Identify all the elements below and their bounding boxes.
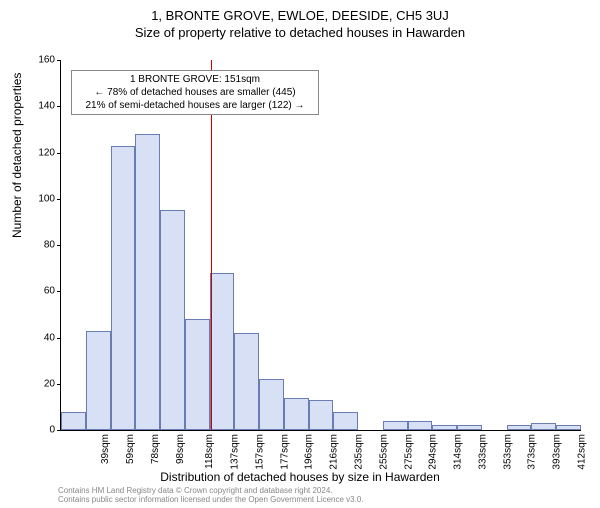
x-tick-label: 59sqm [125,434,136,464]
footer-attribution: Contains HM Land Registry data © Crown c… [58,486,364,505]
plot-region: 02040608010012014016039sqm59sqm78sqm98sq… [60,60,581,431]
histogram-bar [86,331,111,430]
histogram-bar [234,333,259,430]
histogram-bar [111,146,136,430]
histogram-bar [185,319,210,430]
histogram-bar [507,425,532,430]
x-axis-label: Distribution of detached houses by size … [0,470,600,484]
histogram-bar [333,412,358,431]
y-tick-label: 0 [25,425,55,436]
histogram-bar [259,379,284,430]
x-tick-label: 294sqm [428,434,439,470]
x-tick-label: 314sqm [453,434,464,470]
x-tick-label: 412sqm [576,434,587,470]
chart-title-main: 1, BRONTE GROVE, EWLOE, DEESIDE, CH5 3UJ [0,8,600,23]
footer-line-1: Contains HM Land Registry data © Crown c… [58,486,364,496]
histogram-bar [383,421,408,430]
reference-line [211,60,212,430]
annotation-line-1: 1 BRONTE GROVE: 151sqm [76,73,314,86]
y-tick-mark [57,430,61,431]
chart-title-sub: Size of property relative to detached ho… [0,25,600,40]
x-tick-label: 373sqm [527,434,538,470]
histogram-bar [135,134,160,430]
y-tick-mark [57,153,61,154]
y-tick-mark [57,245,61,246]
x-tick-label: 157sqm [255,434,266,470]
x-tick-label: 137sqm [230,434,241,470]
x-tick-label: 333sqm [477,434,488,470]
histogram-bar [432,425,457,430]
x-tick-label: 39sqm [100,434,111,464]
x-tick-label: 196sqm [304,434,315,470]
x-tick-label: 118sqm [204,434,215,469]
y-tick-label: 160 [25,55,55,66]
y-tick-mark [57,106,61,107]
histogram-bar [531,423,556,430]
x-tick-label: 78sqm [150,434,161,464]
y-tick-mark [57,291,61,292]
annotation-box: 1 BRONTE GROVE: 151sqm← 78% of detached … [71,70,319,115]
annotation-line-2: ← 78% of detached houses are smaller (44… [76,86,314,99]
histogram-bar [210,273,235,430]
y-tick-label: 40 [25,332,55,343]
footer-line-2: Contains public sector information licen… [58,495,364,505]
histogram-bar [284,398,309,430]
x-tick-label: 98sqm [175,434,186,464]
histogram-bar [408,421,433,430]
histogram-bar [160,210,185,430]
y-tick-mark [57,199,61,200]
y-tick-mark [57,384,61,385]
x-tick-label: 353sqm [502,434,513,470]
x-tick-label: 275sqm [403,434,414,470]
histogram-bar [61,412,86,431]
y-tick-label: 20 [25,378,55,389]
y-tick-mark [57,60,61,61]
annotation-line-3: 21% of semi-detached houses are larger (… [76,99,314,112]
y-tick-label: 100 [25,193,55,204]
histogram-bar [457,425,482,430]
y-tick-label: 60 [25,286,55,297]
y-tick-mark [57,338,61,339]
y-tick-label: 120 [25,147,55,158]
histogram-bar [556,425,581,430]
x-tick-label: 393sqm [552,434,563,470]
y-tick-label: 140 [25,101,55,112]
y-tick-label: 80 [25,240,55,251]
chart-area: 02040608010012014016039sqm59sqm78sqm98sq… [60,60,580,430]
y-axis-label: Number of detached properties [10,73,24,238]
x-tick-label: 177sqm [279,434,290,470]
x-tick-label: 255sqm [378,434,389,470]
x-tick-label: 235sqm [354,434,365,470]
histogram-bar [309,400,334,430]
x-tick-label: 216sqm [329,434,340,470]
